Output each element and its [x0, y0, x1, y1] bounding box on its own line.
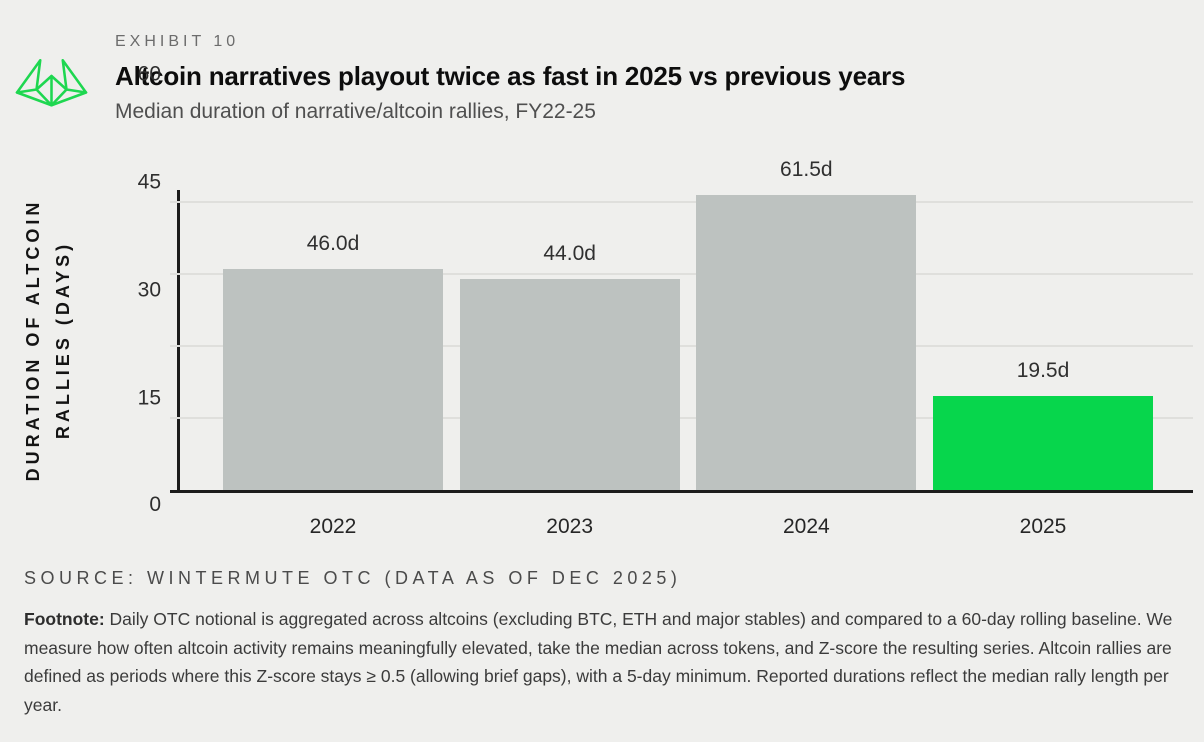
bar-2024 [696, 195, 917, 490]
y-tick-label-60: 60 [137, 62, 161, 86]
footnote-label: Footnote: [24, 609, 105, 629]
bar-2022 [223, 269, 443, 490]
bar-value-label-2024: 61.5d [780, 158, 833, 181]
wintermute-logo [14, 57, 89, 119]
gridline-15 [170, 417, 1193, 419]
y-tick-label-15: 15 [137, 386, 161, 410]
y-axis-label-line1: DURATION OF ALTCOIN [23, 198, 43, 482]
y-tick-label-45: 45 [137, 170, 161, 194]
gridline-45 [170, 273, 1193, 275]
wintermute-logo-icon [15, 58, 88, 107]
x-axis-label-2022: 2022 [309, 515, 357, 538]
x-axis-label-2024: 2024 [782, 515, 830, 538]
y-tick-label-30: 30 [137, 278, 161, 302]
bar-2025 [933, 396, 1153, 490]
y-axis-label-line2: RALLIES (DAYS) [53, 240, 73, 440]
chart-title: Altcoin narratives playout twice as fast… [115, 61, 906, 91]
y-axis-label: DURATION OF ALTCOIN RALLIES (DAYS) [18, 199, 78, 482]
bar-value-label-2025: 19.5d [1016, 359, 1070, 382]
bar-2023 [459, 279, 680, 490]
exhibit-label: EXHIBIT 10 [115, 33, 240, 50]
bar-value-label-2022: 46.0d [306, 232, 360, 255]
x-axis-tick-zero [170, 490, 180, 493]
gridline-60 [170, 201, 1193, 203]
chart-subtitle: Median duration of narrative/altcoin ral… [115, 100, 596, 123]
x-axis-label-2023: 2023 [546, 515, 594, 538]
header: EXHIBIT 10 Altcoin narratives playout tw… [115, 33, 905, 124]
footnote: Footnote: Daily OTC notional is aggregat… [24, 605, 1179, 719]
plot-area: 0 15 30 45 60 46.0d 2022 44.0d 2023 61.5d 2024 19.5… [138, 63, 1193, 538]
bar-value-label-2023: 44.0d [543, 242, 596, 265]
gridline-30 [170, 345, 1193, 347]
x-axis-label-2025: 2025 [1019, 515, 1067, 538]
footnote-text: Daily OTC notional is aggregated across … [24, 609, 1173, 715]
source-line: SOURCE: WINTERMUTE OTC (DATA AS OF DEC 2… [24, 568, 682, 588]
